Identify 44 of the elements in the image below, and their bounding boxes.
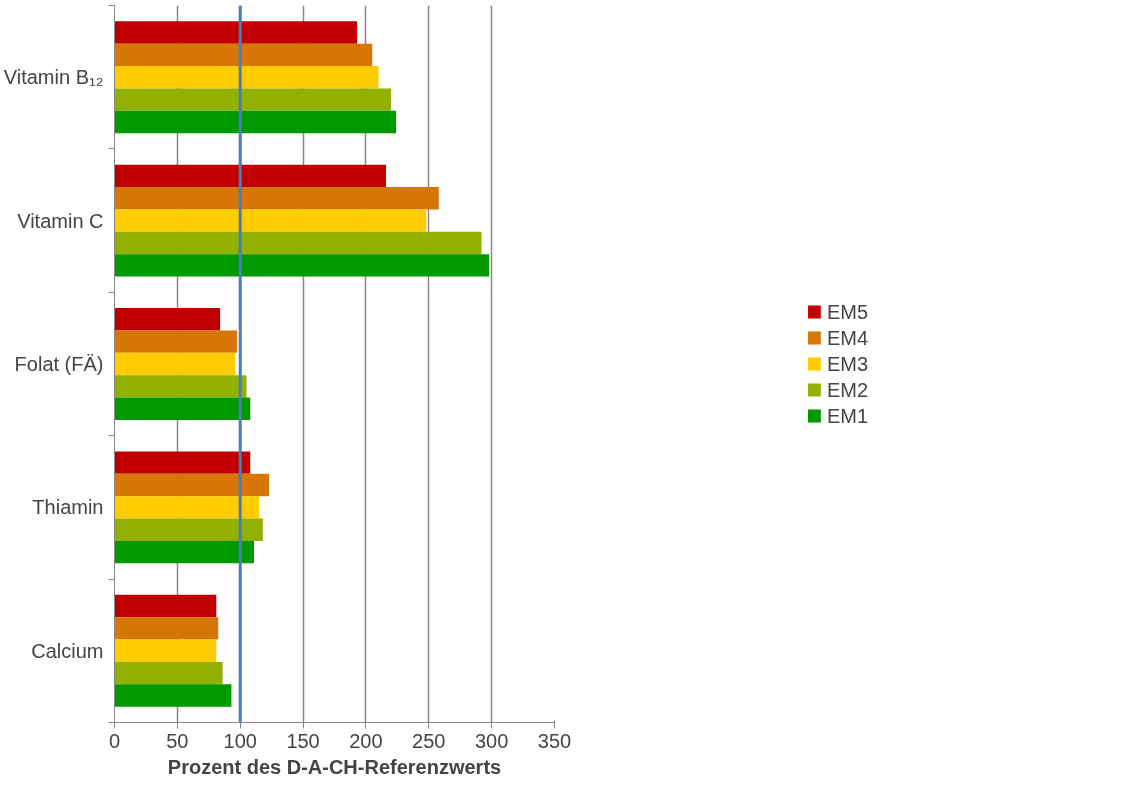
legend-label: EM2 xyxy=(826,378,869,401)
x-tick-label: 250 xyxy=(412,729,446,752)
y-tick-label: Thiamin xyxy=(32,496,104,519)
bar xyxy=(114,473,270,497)
bar xyxy=(114,110,397,134)
x-tick-label: 200 xyxy=(349,729,383,752)
bar xyxy=(114,397,251,420)
bar xyxy=(114,209,427,232)
y-tick-label: Vitamin C xyxy=(17,209,104,232)
bar xyxy=(114,496,260,519)
x-tick-label: 0 xyxy=(108,729,121,752)
x-tick-label: 100 xyxy=(223,729,257,752)
x-tick-label: 150 xyxy=(286,729,320,752)
bar xyxy=(114,231,482,255)
bar xyxy=(114,518,263,541)
bar xyxy=(114,617,219,640)
bar xyxy=(114,66,379,89)
bar xyxy=(114,661,223,685)
y-tick-label: Vitamin B₁₂ xyxy=(3,66,104,89)
legend-label: EM1 xyxy=(826,404,869,427)
y-tick-label: Folat (FÄ) xyxy=(14,353,104,375)
bar xyxy=(114,540,255,564)
bar xyxy=(114,164,387,188)
x-tick-label: 350 xyxy=(537,729,572,752)
bar xyxy=(114,308,221,331)
x-tick-label: 300 xyxy=(474,729,509,752)
bar xyxy=(114,88,392,111)
bar xyxy=(114,43,373,67)
bar xyxy=(114,451,251,474)
x-tick-label: 50 xyxy=(166,729,189,752)
legend-label: EM4 xyxy=(826,326,869,349)
bar xyxy=(114,187,439,210)
legend-label: EM3 xyxy=(826,352,869,375)
legend-label: EM5 xyxy=(826,300,869,323)
bar xyxy=(114,684,232,707)
bar xyxy=(114,639,217,662)
bar xyxy=(114,352,236,376)
y-tick-label: Calcium xyxy=(31,639,104,662)
bar xyxy=(114,254,490,277)
bar xyxy=(114,21,358,44)
bar xyxy=(114,594,217,618)
x-axis-title: Prozent des D-A-CH-Referenzwerts xyxy=(167,755,502,778)
bar xyxy=(114,330,238,353)
bar xyxy=(114,375,247,398)
